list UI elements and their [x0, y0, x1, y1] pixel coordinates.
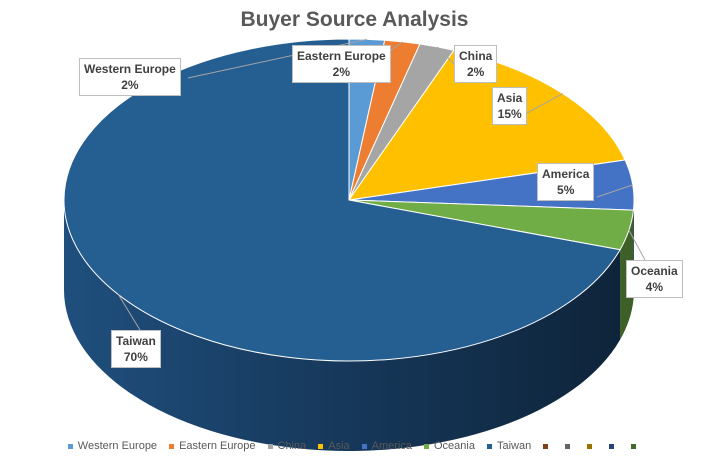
pie-side-taiwan [64, 200, 621, 451]
leader-line-america [596, 184, 633, 198]
data-label-name: Western Europe [84, 62, 176, 76]
legend-swatch [543, 443, 549, 449]
legend-item-empty-7 [543, 443, 553, 449]
legend-swatch [609, 443, 615, 449]
chart-title: Buyer Source Analysis [240, 8, 469, 31]
legend-item-eastern-europe: Eastern Europe [169, 440, 256, 452]
legend: Western Europe Eastern Europe China Asia Ame… [0, 440, 709, 452]
leader-line-oceania [628, 229, 646, 261]
legend-swatch [318, 443, 324, 449]
legend-swatch [631, 443, 637, 449]
data-label-america: America 5% [537, 163, 595, 201]
legend-swatch [424, 443, 429, 449]
data-label-value: 2% [332, 65, 351, 79]
data-label-value: 5% [557, 183, 575, 197]
legend-item-china: China [267, 440, 307, 452]
data-label-value: 2% [121, 78, 139, 92]
legend-item-empty-9 [587, 443, 597, 449]
legend-swatch [169, 443, 175, 449]
data-label-value: 70% [123, 350, 148, 364]
data-label-eastern-europe: Eastern Europe 2% [292, 45, 391, 83]
data-label-name: China [459, 49, 493, 63]
legend-item-taiwan: Taiwan [486, 440, 532, 452]
legend-item-asia: Asia [318, 440, 350, 452]
legend-swatch [486, 443, 492, 449]
data-label-china: China 2% [454, 45, 498, 83]
data-label-name: Asia [497, 91, 523, 105]
leader-line-taiwan [118, 294, 141, 331]
legend-label: Asia [328, 440, 350, 452]
legend-swatch [587, 443, 593, 449]
legend-label: America [371, 440, 412, 452]
legend-label: Oceania [434, 440, 475, 452]
data-label-value: 4% [645, 280, 664, 294]
pie-slices [63, 38, 635, 362]
data-label-taiwan: Taiwan 70% [111, 330, 161, 368]
legend-item-western-europe: Western Europe [67, 440, 158, 452]
data-label-name: Eastern Europe [297, 49, 386, 63]
data-label-name: Oceania [631, 264, 678, 278]
legend-item-oceania: Oceania [424, 440, 475, 452]
data-label-name: America [542, 167, 590, 181]
data-label-oceania: Oceania 4% [626, 260, 683, 298]
legend-swatch [565, 443, 571, 449]
legend-label: Taiwan [496, 440, 532, 452]
data-label-western-europe: Western Europe 2% [79, 58, 181, 96]
legend-item-empty-8 [565, 443, 575, 449]
legend-item-america: America [361, 440, 412, 452]
data-label-asia: Asia 15% [492, 87, 528, 125]
data-label-value: 15% [497, 107, 522, 121]
legend-swatch [361, 443, 367, 449]
data-label-name: Taiwan [116, 334, 156, 348]
legend-swatch [67, 443, 73, 449]
legend-label: Western Europe [77, 440, 158, 452]
legend-swatch [267, 443, 273, 449]
legend-label: China [277, 440, 307, 452]
legend-label: Eastern Europe [179, 440, 256, 452]
data-label-value: 2% [467, 65, 485, 79]
legend-item-empty-11 [631, 443, 641, 449]
legend-item-empty-10 [609, 443, 619, 449]
